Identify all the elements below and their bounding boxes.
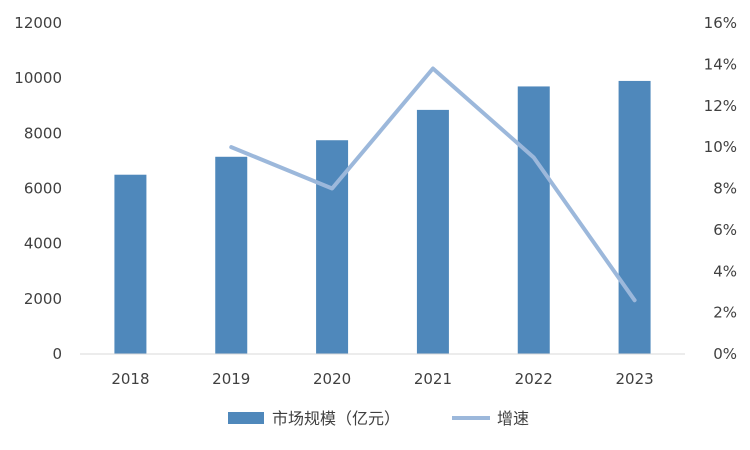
legend-label-bar: 市场规模（亿元）	[272, 409, 400, 428]
x-tick-label: 2023	[615, 370, 653, 388]
growth-point-2019	[230, 146, 232, 148]
bar-2022	[517, 86, 550, 355]
y-left-tick-label: 12000	[14, 14, 62, 32]
y-right-tick-label: 2%	[713, 304, 737, 322]
y-right-tick-label: 0%	[713, 345, 737, 363]
growth-point-2023	[634, 299, 636, 301]
bar-2021	[416, 109, 449, 354]
x-tick-label: 2021	[414, 370, 452, 388]
legend-swatch-bar	[228, 412, 264, 424]
x-tick-label: 2020	[313, 370, 351, 388]
bar-2023	[618, 80, 651, 355]
y-left-tick-label: 4000	[24, 235, 62, 253]
y-left-tick-label: 10000	[14, 69, 62, 87]
y-right-tick-label: 4%	[713, 262, 737, 280]
y-right-tick-label: 8%	[713, 180, 737, 198]
line-series	[229, 66, 637, 303]
y-right-tick-label: 16%	[704, 14, 737, 32]
x-tick-label: 2022	[515, 370, 553, 388]
y-left-tick-label: 8000	[24, 124, 62, 142]
y-left-tick-label: 6000	[24, 180, 62, 198]
growth-point-2022	[533, 156, 535, 158]
legend: 市场规模（亿元） 增速	[228, 409, 529, 428]
y-left-axis-ticks: 0 2000 4000 6000 8000 10000 12000	[14, 14, 62, 363]
y-left-tick-label: 2000	[24, 290, 62, 308]
growth-point-2021	[432, 68, 434, 70]
y-right-axis-ticks: 0% 2% 4% 6% 8% 10% 12% 14% 16%	[704, 14, 737, 363]
y-right-tick-label: 14%	[704, 55, 737, 73]
y-left-tick-label: 0	[52, 345, 62, 363]
x-tick-label: 2019	[212, 370, 250, 388]
bar-2018	[114, 174, 147, 354]
legend-label-line: 增速	[497, 409, 529, 428]
bar-2019	[215, 156, 248, 354]
y-right-tick-label: 6%	[713, 221, 737, 239]
growth-point-2020	[331, 188, 333, 189]
x-axis-ticks: 2018 2019 2020 2021 2022 2023	[111, 370, 653, 388]
bar-series	[114, 80, 651, 355]
y-right-tick-label: 10%	[704, 138, 737, 156]
x-tick-label: 2018	[111, 370, 149, 388]
y-right-tick-label: 12%	[704, 97, 737, 115]
